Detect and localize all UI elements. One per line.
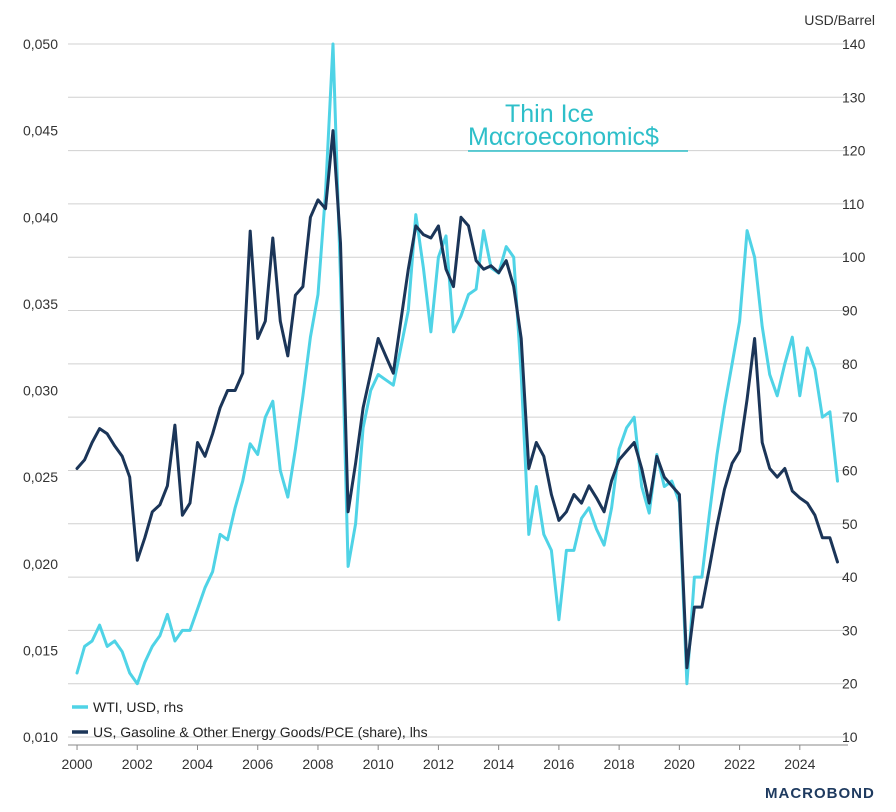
- right-axis-ticks: 10 20 30 40 50 60 70 80 90 100 110 120 130 140: [842, 36, 866, 745]
- x-axis-ticks: 2000 2002 2004 2006 2008 2010 2012 2014 2016 2018…: [61, 745, 816, 772]
- x-tick-label: 2008: [302, 756, 333, 772]
- legend-item-gasoline-share: US, Gasoline & Other Energy Goods/PCE (s…: [72, 724, 428, 740]
- right-tick-label: 50: [842, 516, 858, 532]
- x-tick-label: 2000: [61, 756, 92, 772]
- left-tick-label: 0,020: [23, 556, 58, 572]
- left-tick-label: 0,030: [23, 383, 58, 399]
- right-tick-label: 80: [842, 356, 858, 372]
- right-axis-unit-label: USD/Barrel: [804, 12, 875, 28]
- series-lines: [75, 42, 839, 686]
- watermark-line2: Mαcroeconomic$: [468, 123, 659, 151]
- series-line-gasoline-share: [75, 129, 839, 670]
- right-tick-label: 10: [842, 729, 858, 745]
- right-tick-label: 40: [842, 569, 858, 585]
- x-tick-label: 2012: [423, 756, 454, 772]
- x-tick-label: 2010: [363, 756, 394, 772]
- series-line-wti: [75, 42, 839, 686]
- x-tick-label: 2014: [483, 756, 514, 772]
- grid-lines: [68, 43, 848, 738]
- right-tick-label: 60: [842, 462, 858, 478]
- legend-label-gasoline-share: US, Gasoline & Other Energy Goods/PCE (s…: [93, 724, 428, 740]
- x-tick-label: 2018: [604, 756, 635, 772]
- x-tick-label: 2022: [724, 756, 755, 772]
- x-tick-label: 2024: [784, 756, 815, 772]
- watermark-line1: Thin Ice: [505, 100, 594, 128]
- legend: WTI, USD, rhs US, Gasoline & Other Energ…: [72, 699, 428, 740]
- left-tick-label: 0,035: [23, 296, 58, 312]
- x-tick-label: 2020: [664, 756, 695, 772]
- left-tick-label: 0,025: [23, 469, 58, 485]
- x-tick-label: 2004: [182, 756, 213, 772]
- right-tick-label: 120: [842, 143, 866, 159]
- brand-text: MACROBOND: [765, 785, 875, 802]
- legend-item-wti: WTI, USD, rhs: [72, 699, 183, 715]
- left-tick-label: 0,015: [23, 642, 58, 658]
- x-tick-label: 2002: [122, 756, 153, 772]
- right-tick-label: 100: [842, 249, 866, 265]
- x-tick-label: 2016: [543, 756, 574, 772]
- right-tick-label: 70: [842, 409, 858, 425]
- right-tick-label: 130: [842, 89, 866, 105]
- left-tick-label: 0,050: [23, 36, 58, 52]
- right-tick-label: 30: [842, 622, 858, 638]
- right-tick-label: 90: [842, 303, 858, 319]
- left-tick-label: 0,045: [23, 123, 58, 139]
- right-tick-label: 20: [842, 676, 858, 692]
- legend-label-wti: WTI, USD, rhs: [93, 699, 183, 715]
- right-tick-label: 110: [842, 196, 865, 212]
- watermark: Thin Ice Mαcroeconomic$: [468, 100, 688, 152]
- left-tick-label: 0,010: [23, 729, 58, 745]
- x-tick-label: 2006: [242, 756, 273, 772]
- brand-logo: MACROBOND: [765, 785, 875, 802]
- left-axis-ticks: 0,010 0,015 0,020 0,025 0,030 0,035 0,040 0,045…: [23, 36, 58, 745]
- right-tick-label: 140: [842, 36, 866, 52]
- left-tick-label: 0,040: [23, 209, 58, 225]
